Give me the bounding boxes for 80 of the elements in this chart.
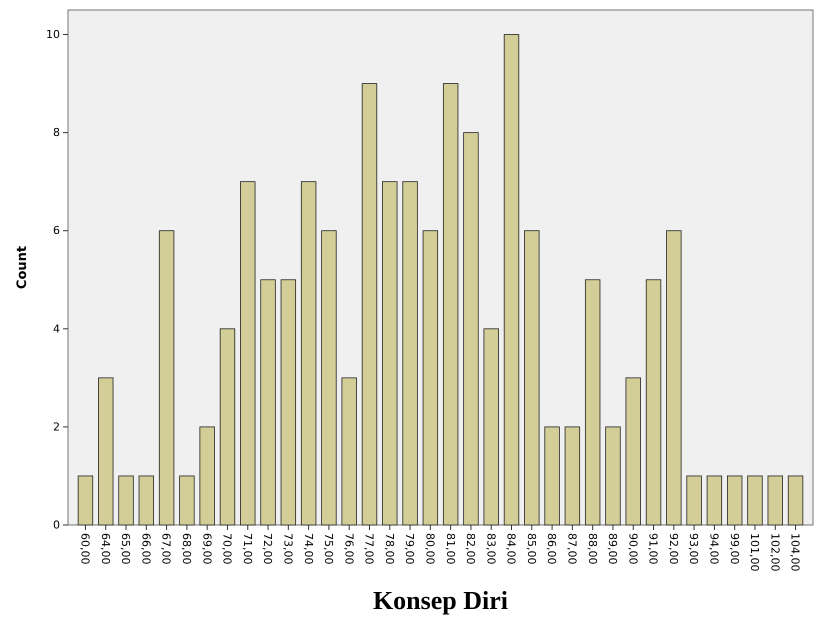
x-tick-label: 86,00 (545, 533, 558, 564)
x-tick-label: 92,00 (666, 533, 680, 564)
bar (321, 230, 337, 526)
x-tick-label: 71,00 (240, 533, 254, 564)
x-tick-label: 73,00 (281, 533, 294, 564)
bar (442, 83, 458, 526)
x-tick-label: 77,00 (362, 533, 376, 564)
bar (626, 377, 641, 526)
bar (584, 279, 600, 526)
bar (504, 34, 520, 526)
bar (646, 279, 662, 526)
x-tick-label: 84,00 (504, 533, 518, 564)
x-tick-label: 94,00 (708, 533, 721, 564)
bar (300, 181, 316, 526)
bar (220, 328, 236, 526)
x-tick-label: 91,00 (646, 533, 660, 564)
bar (280, 279, 296, 526)
x-tick-label: 102,00 (768, 533, 782, 572)
x-tick-label: 79,00 (403, 533, 416, 564)
x-tick-label: 99,00 (728, 533, 741, 564)
x-tick-label: 80,00 (424, 533, 437, 564)
x-tick-label: 64,00 (98, 533, 112, 564)
bar (768, 476, 783, 526)
x-tick-label: 88,00 (586, 533, 599, 564)
x-tick-label: 93,00 (687, 533, 700, 564)
bar (179, 476, 195, 526)
bar (422, 230, 438, 526)
bar (544, 426, 560, 526)
x-tick-label: 60,00 (78, 533, 92, 564)
x-tick-label: 90,00 (626, 533, 640, 564)
x-tick-label: 89,00 (606, 533, 620, 564)
bar (402, 181, 418, 526)
bar (524, 230, 540, 526)
bar (362, 83, 378, 526)
bar (706, 476, 722, 526)
x-tick-label: 87,00 (566, 533, 579, 564)
bar (138, 476, 154, 526)
bar (686, 476, 702, 526)
bar (199, 426, 215, 526)
bar (382, 181, 398, 526)
bar (463, 132, 479, 526)
bar (605, 426, 621, 526)
bar (747, 476, 763, 526)
x-tick-label: 85,00 (524, 533, 538, 564)
y-tick-label: 2 (53, 420, 60, 434)
x-tick-label: 83,00 (484, 533, 498, 564)
y-tick-label: 6 (53, 224, 60, 238)
y-tick-label: 4 (53, 322, 60, 336)
bar (240, 181, 256, 526)
bar (484, 328, 499, 526)
bar (564, 426, 580, 526)
x-tick-label: 82,00 (464, 533, 478, 564)
bar (788, 476, 804, 526)
x-tick-label: 78,00 (382, 533, 396, 564)
y-tick-label: 0 (53, 518, 60, 532)
bar (726, 476, 742, 526)
x-tick-label: 74,00 (302, 533, 315, 564)
x-tick-label: 75,00 (322, 533, 336, 564)
bar (260, 279, 276, 526)
x-tick-label: 67,00 (160, 533, 173, 564)
x-tick-label: 81,00 (444, 533, 457, 564)
x-tick-label: 70,00 (220, 533, 234, 564)
x-tick-label: 72,00 (261, 533, 274, 564)
bar (78, 476, 94, 526)
x-tick-label: 69,00 (200, 533, 214, 564)
bar (666, 230, 682, 526)
x-axis-title: Konsep Diri (372, 586, 508, 615)
y-axis-title: Count (15, 246, 30, 290)
bar (158, 230, 174, 526)
x-tick-label: 76,00 (342, 533, 356, 564)
x-tick-label: 101,00 (748, 533, 762, 572)
bar (341, 377, 357, 526)
x-tick-label: 65,00 (119, 533, 132, 564)
y-tick-label: 10 (46, 28, 60, 42)
x-tick-label: 66,00 (139, 533, 152, 564)
y-tick-label: 8 (53, 126, 60, 140)
bar (118, 476, 134, 526)
x-tick-label: 104,00 (788, 533, 802, 572)
x-tick-label: 68,00 (180, 533, 194, 564)
bar (98, 377, 114, 526)
